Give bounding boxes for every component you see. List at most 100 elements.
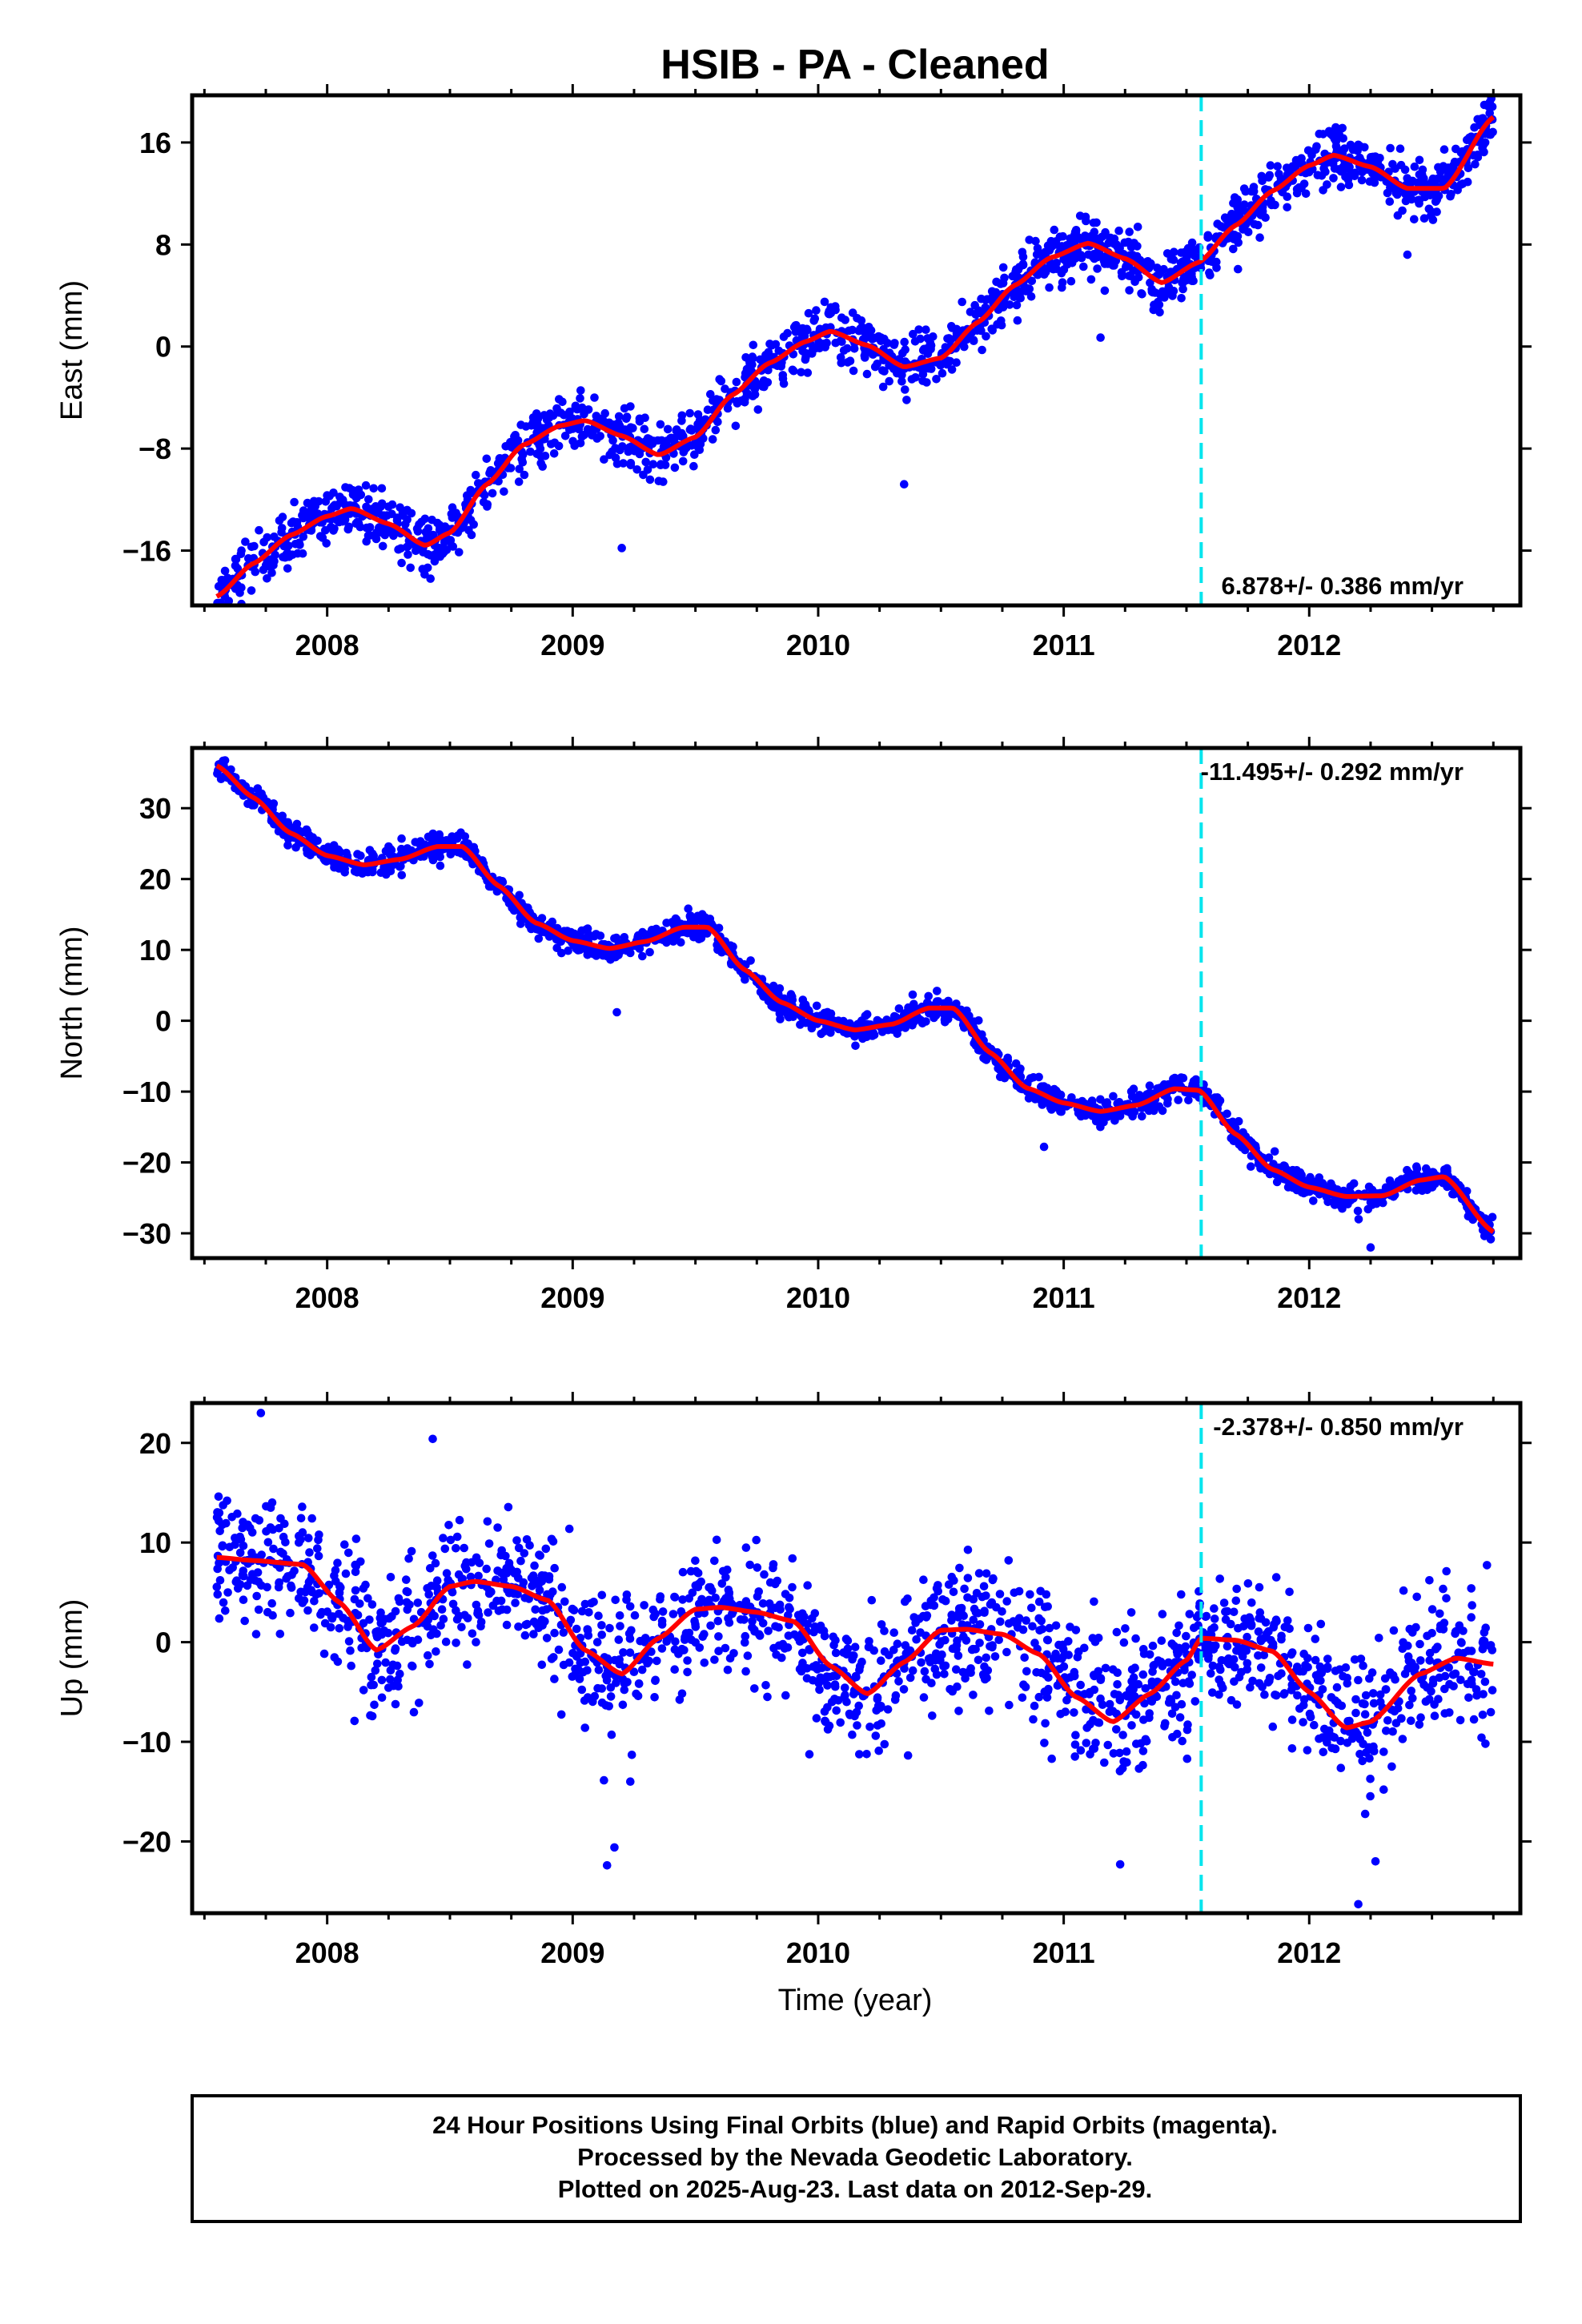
data-point: [1424, 204, 1434, 214]
data-point: [514, 477, 524, 486]
data-point: [386, 1675, 395, 1684]
data-point: [1456, 1675, 1465, 1684]
data-point: [812, 306, 821, 315]
data-point: [581, 925, 591, 935]
data-point: [975, 1638, 984, 1647]
data-point: [651, 1676, 660, 1686]
data-point: [1073, 1653, 1082, 1662]
data-point: [247, 586, 256, 595]
data-point: [870, 333, 879, 343]
data-point: [855, 1750, 864, 1759]
data-point: [954, 1613, 963, 1622]
data-point: [1359, 1661, 1367, 1671]
data-point: [803, 368, 813, 377]
data-point: [529, 1630, 538, 1638]
data-point: [1105, 1699, 1114, 1709]
data-point: [658, 1607, 668, 1616]
y-tick-label: −16: [122, 535, 171, 568]
data-point: [788, 1582, 797, 1592]
data-point: [934, 997, 943, 1006]
data-point: [1100, 1758, 1109, 1767]
data-point: [252, 1591, 262, 1601]
data-point: [560, 1597, 569, 1606]
data-point: [1043, 1635, 1053, 1645]
data-point: [406, 563, 415, 573]
data-point: [432, 1576, 442, 1585]
data-point: [1258, 176, 1267, 186]
data-point: [537, 1577, 547, 1586]
data-point: [748, 352, 757, 361]
data-point: [1178, 275, 1188, 284]
data-point: [889, 1646, 898, 1655]
data-point: [577, 1685, 587, 1695]
data-point: [748, 360, 757, 369]
data-point: [810, 1609, 820, 1618]
data-point: [1201, 1612, 1211, 1622]
data-point: [1051, 1621, 1061, 1630]
data-point: [365, 531, 375, 540]
data-point: [1315, 129, 1324, 139]
data-point: [232, 1576, 241, 1585]
data-point: [773, 361, 782, 371]
data-point: [839, 1016, 848, 1026]
data-point: [1353, 1206, 1363, 1216]
data-point: [303, 1606, 312, 1615]
data-point: [1418, 165, 1427, 175]
data-point: [1395, 144, 1405, 153]
data-point: [912, 1634, 921, 1644]
data-point: [1032, 250, 1042, 259]
data-point: [1162, 1080, 1171, 1090]
data-point: [370, 1700, 379, 1710]
data-point: [455, 1515, 464, 1525]
data-point: [1360, 1710, 1370, 1719]
data-point: [974, 1655, 983, 1665]
data-point: [596, 432, 604, 440]
data-point: [1177, 1073, 1186, 1082]
data-point: [792, 320, 801, 330]
data-point: [1018, 1625, 1028, 1634]
data-point: [741, 1667, 750, 1676]
data-point: [971, 1607, 981, 1617]
data-point: [394, 1682, 403, 1691]
data-point: [381, 846, 391, 856]
data-point: [748, 1617, 757, 1626]
data-point: [398, 511, 408, 521]
data-point: [1231, 1663, 1239, 1672]
data-point: [1030, 1095, 1040, 1104]
outlier-point: [1039, 1142, 1049, 1152]
data-point: [850, 1642, 860, 1651]
data-point: [778, 371, 788, 380]
data-point: [1064, 1637, 1073, 1646]
data-point: [1355, 142, 1365, 151]
data-point: [831, 302, 840, 311]
data-point: [836, 336, 845, 345]
data-point: [269, 1544, 278, 1554]
data-point: [1380, 1674, 1390, 1683]
data-point: [500, 487, 508, 497]
outlier-point: [1366, 1243, 1375, 1252]
data-point: [981, 296, 990, 304]
data-point: [1260, 1690, 1269, 1699]
data-point: [1168, 292, 1177, 300]
data-point: [643, 1659, 652, 1668]
data-point: [327, 1612, 336, 1621]
data-point: [423, 563, 432, 573]
data-point: [239, 1566, 248, 1575]
data-point: [1430, 1700, 1439, 1709]
data-point: [446, 1535, 456, 1545]
data-point: [777, 1653, 786, 1663]
data-point: [663, 424, 673, 434]
data-point: [1363, 1204, 1373, 1214]
data-point: [276, 1514, 285, 1523]
data-point: [600, 408, 609, 418]
data-point: [1388, 1727, 1397, 1736]
y-tick-label: 16: [139, 127, 171, 159]
data-point: [394, 1594, 404, 1603]
data-point: [927, 1679, 936, 1687]
data-point: [1383, 1716, 1392, 1725]
data-point: [998, 279, 1008, 287]
data-point: [404, 550, 412, 559]
data-point: [484, 1608, 492, 1617]
data-point: [538, 462, 547, 471]
